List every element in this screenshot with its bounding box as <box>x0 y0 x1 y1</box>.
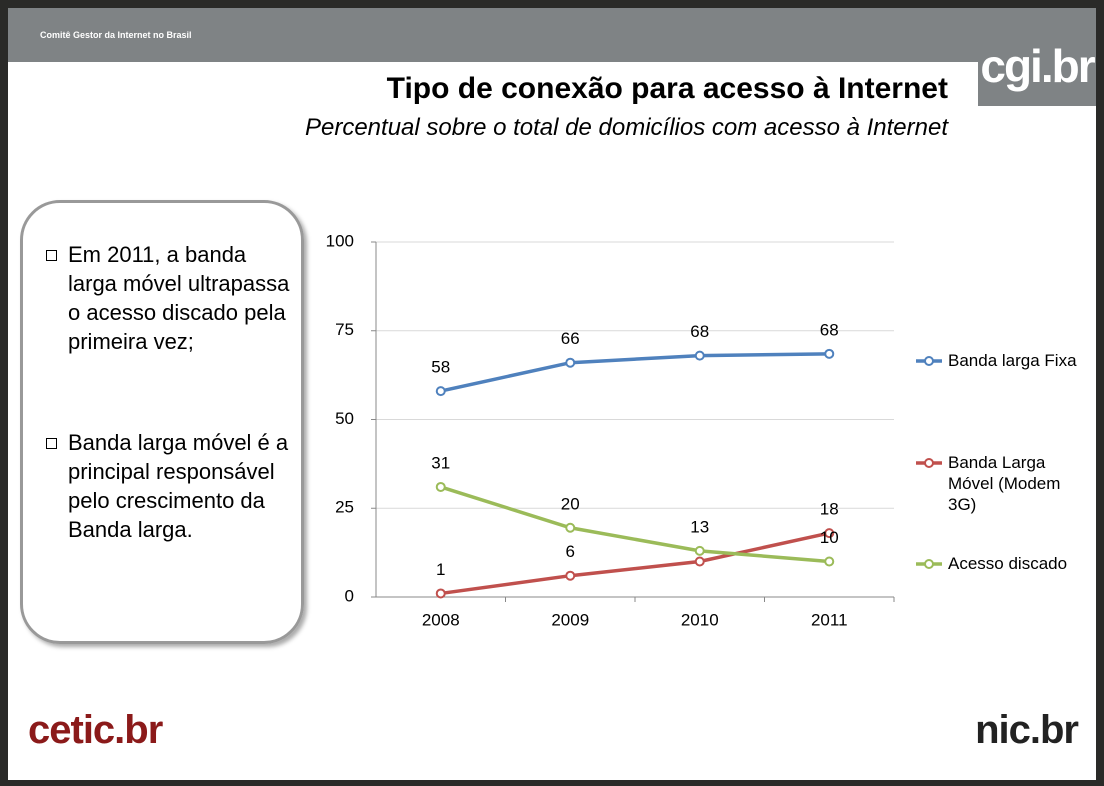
x-tick-label: 2008 <box>422 610 460 629</box>
data-label: 13 <box>690 517 709 536</box>
x-tick-label: 2011 <box>811 610 848 629</box>
y-tick-label: 25 <box>335 498 354 517</box>
marker <box>565 522 576 533</box>
marker <box>824 556 835 567</box>
line <box>440 485 830 564</box>
data-label: 31 <box>431 453 450 472</box>
marker <box>694 556 705 567</box>
data-label: 58 <box>431 358 450 377</box>
marker <box>435 588 446 599</box>
marker <box>694 350 705 361</box>
legend-marker <box>924 559 934 569</box>
bullet: Em 2011, a banda larga móvel ultrapassa … <box>44 240 298 356</box>
subtitle: Percentual sobre o total de domicílios c… <box>304 114 948 141</box>
marker <box>694 545 705 556</box>
logo: cetic.br <box>28 708 163 752</box>
marker <box>435 386 446 397</box>
data-label: 68 <box>820 320 839 339</box>
logo: cgi.br <box>978 36 1096 106</box>
text-box <box>20 200 304 644</box>
legend-marker <box>924 458 934 468</box>
y-tick-label: 75 <box>335 320 354 339</box>
marker <box>565 570 576 581</box>
x-tick-label: 2010 <box>681 610 719 629</box>
data-label: 68 <box>690 322 709 341</box>
line <box>440 531 830 596</box>
y-tick-label: 100 <box>326 231 354 250</box>
data-label: 10 <box>820 528 839 547</box>
data-label: 6 <box>566 542 575 561</box>
y-tick-label: 0 <box>345 586 354 605</box>
x-tick-label: 2009 <box>551 610 589 629</box>
marker <box>824 528 835 539</box>
header-bar: Comitê Gestor da Internet no Brasil <box>8 8 1096 62</box>
bullet: Banda larga móvel é a principal responsá… <box>44 428 298 544</box>
data-label: 66 <box>561 329 580 348</box>
legend-label: Acesso discado <box>948 554 1068 573</box>
data-label: 20 <box>561 494 580 513</box>
logo: nic.br <box>975 708 1079 752</box>
slide: Comitê Gestor da Internet no Brasil cgi.… <box>8 8 1096 780</box>
y-tick-label: 50 <box>335 409 354 428</box>
title: Tipo de conexão para acesso à Internet <box>386 72 948 105</box>
line <box>440 352 830 393</box>
marker <box>565 357 576 368</box>
data-label: 18 <box>820 500 839 519</box>
legend-label: Banda larga Fixa <box>948 351 1077 370</box>
legend-label: Banda Larga Móvel (Modem 3G) <box>948 453 1061 514</box>
data-label: 1 <box>436 560 445 579</box>
marker <box>435 481 446 492</box>
marker <box>824 348 835 359</box>
legend-marker <box>924 356 934 366</box>
org: Comitê Gestor da Internet no Brasil <box>40 30 192 40</box>
